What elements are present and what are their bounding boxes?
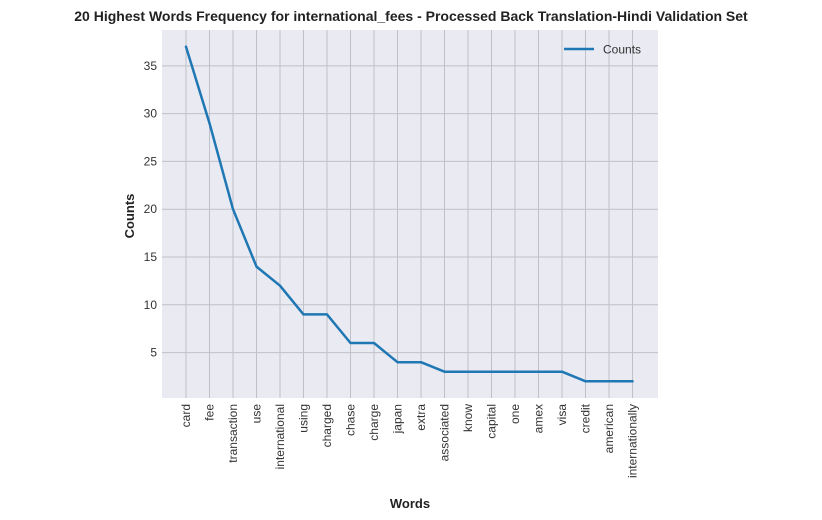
x-tick-label: capital — [485, 404, 499, 439]
y-tick-label: 5 — [150, 346, 157, 360]
x-tick-label: associated — [438, 404, 452, 461]
x-tick-label: japan — [391, 404, 405, 434]
x-tick-label: chase — [344, 404, 358, 436]
legend: Counts — [564, 43, 641, 57]
grid — [162, 30, 658, 398]
x-axis: card fee transaction use international using c… — [179, 403, 640, 478]
x-tick-label: extra — [414, 404, 428, 431]
x-tick-label: internationally — [626, 404, 640, 478]
x-tick-label: charge — [367, 404, 381, 441]
series-line-counts — [184, 45, 634, 383]
x-tick-label: know — [461, 404, 475, 432]
chart-title: 20 Highest Words Frequency for internati… — [74, 8, 748, 24]
y-axis: 5 10 15 20 25 30 35 — [144, 59, 158, 360]
x-tick-label: amex — [532, 404, 546, 433]
y-tick-label: 25 — [144, 154, 158, 168]
x-tick-label: using — [297, 404, 311, 433]
x-tick-label: american — [602, 404, 616, 453]
y-tick-label: 35 — [144, 59, 158, 73]
y-axis-label: Counts — [122, 194, 137, 239]
y-tick-label: 10 — [144, 298, 158, 312]
x-tick-label: credit — [579, 403, 593, 433]
x-tick-label: visa — [555, 404, 569, 426]
x-tick-label: use — [250, 404, 264, 424]
x-tick-label: card — [179, 404, 193, 427]
y-tick-label: 15 — [144, 250, 158, 264]
x-tick-label: charged — [320, 404, 334, 447]
x-axis-label: Words — [390, 496, 430, 511]
x-tick-label: fee — [203, 404, 217, 421]
x-tick-label: international — [273, 404, 287, 469]
y-tick-label: 30 — [144, 107, 158, 121]
y-tick-label: 20 — [144, 202, 158, 216]
legend-label-counts: Counts — [603, 43, 641, 57]
plot-area — [162, 30, 658, 398]
x-tick-label: one — [508, 404, 522, 424]
x-tick-label: transaction — [226, 404, 240, 463]
